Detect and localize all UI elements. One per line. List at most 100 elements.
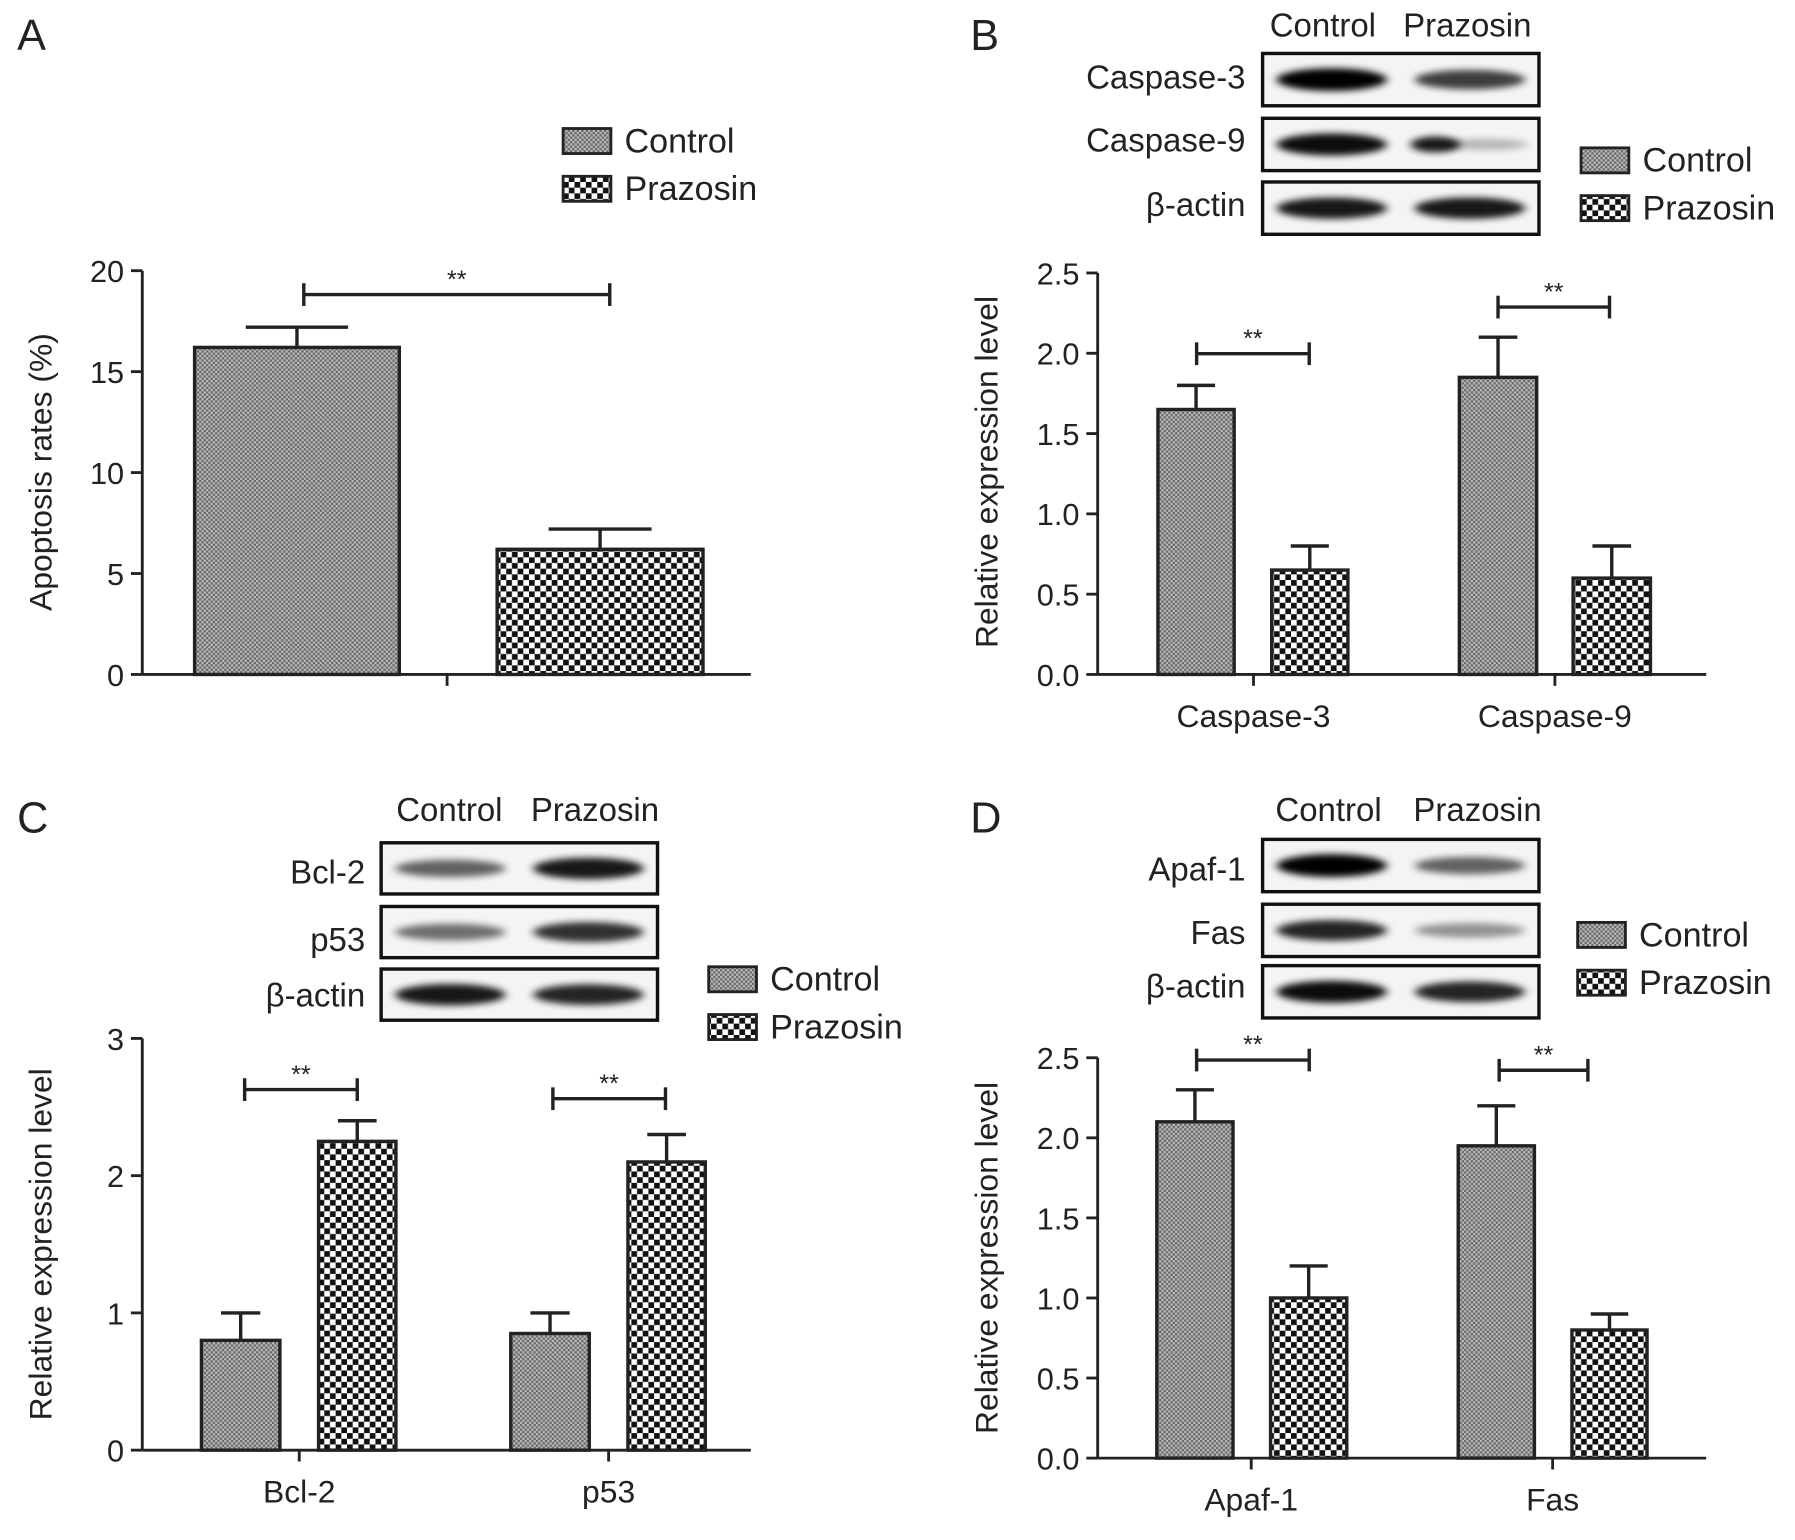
blot-band (1414, 69, 1526, 90)
blot-row-label: β-actin (1146, 967, 1246, 1004)
y-tick-label: 15 (90, 355, 124, 390)
legend-label: Control (1642, 142, 1752, 180)
bar-control (199, 1338, 282, 1452)
bar-control (1156, 407, 1236, 677)
western-blot: Control Prazosin Bcl-2 p53 β-actin (266, 791, 660, 1022)
blot-row-label: p53 (310, 921, 365, 958)
blot-band (533, 984, 644, 1005)
legend-swatch-prazosin (561, 174, 613, 203)
blot-band (1276, 980, 1387, 1003)
y-axis-label: Relative expression level (969, 1082, 1005, 1434)
blot-band (1414, 981, 1526, 1003)
legend-swatch-prazosin (1579, 194, 1631, 223)
y-tick-label: 0.5 (1037, 578, 1080, 613)
bar-prazosin (1268, 1296, 1349, 1460)
blot-band (533, 922, 644, 943)
y-tick-label: 20 (90, 254, 124, 289)
blot-band (394, 923, 506, 941)
y-tick-label: 0.5 (1037, 1361, 1080, 1396)
x-tick-label: p53 (582, 1473, 635, 1509)
legend-swatch-prazosin (707, 1013, 758, 1041)
blot-band (394, 859, 506, 878)
y-tick-label: 0 (107, 658, 124, 693)
legend-label: Prazosin (1642, 190, 1775, 228)
blot-row-label: Fas (1191, 914, 1246, 951)
bar-prazosin (316, 1139, 398, 1452)
y-tick-label: 2.5 (1037, 1041, 1080, 1076)
y-tick-label: 1.0 (1037, 1281, 1080, 1316)
blot-column-label: Prazosin (1413, 791, 1541, 828)
significance-label: ** (1534, 1041, 1554, 1069)
y-tick-label: 5 (107, 557, 124, 592)
blot-column-label: Control (396, 791, 502, 828)
blot-band (1276, 920, 1387, 941)
significance-label: ** (1243, 1031, 1263, 1059)
blot-band (1414, 923, 1526, 938)
x-tick-label: Bcl-2 (263, 1473, 336, 1509)
y-tick-label: 10 (90, 456, 124, 491)
panel-D: D 0.0 0.5 1.0 1.5 2.0 2.5 Relative expression l… (969, 791, 1772, 1517)
y-tick-label: 3 (107, 1022, 124, 1057)
x-tick-label: Caspase-3 (1177, 698, 1331, 734)
panel-letter: B (970, 12, 999, 60)
y-axis-label: Apoptosis rates (%) (22, 333, 58, 611)
y-tick-label: 2 (107, 1159, 124, 1194)
significance-label: ** (291, 1061, 311, 1089)
panel-letter: A (17, 12, 46, 60)
y-axis-label: Relative expression level (969, 296, 1005, 648)
panel-letter: C (17, 795, 48, 843)
y-tick-label: 0.0 (1037, 1441, 1080, 1476)
panel-B: B 0.0 0.5 1.0 1.5 2.0 2.5 Relative expression l… (969, 6, 1776, 733)
y-tick-label: 0 (107, 1434, 124, 1469)
blot-band (1276, 133, 1387, 156)
y-tick-label: 1 (107, 1296, 124, 1331)
blot-band (1276, 197, 1387, 219)
significance-label: ** (599, 1070, 619, 1098)
bar-control (1457, 375, 1539, 677)
y-axis-label: Relative expression level (22, 1068, 58, 1420)
bar-prazosin (495, 547, 705, 677)
legend-swatch-prazosin (1576, 968, 1627, 997)
x-tick-label: Apaf-1 (1204, 1481, 1298, 1517)
blot-row-label: Caspase-9 (1086, 121, 1245, 158)
legend-label: Control (625, 122, 735, 160)
x-tick-label: Fas (1526, 1481, 1579, 1517)
bar-prazosin (1571, 576, 1653, 677)
blot-row-label: β-actin (1146, 186, 1246, 223)
significance-label: ** (1544, 278, 1564, 306)
blot-band (533, 857, 644, 880)
bar-prazosin (1570, 1328, 1649, 1460)
y-tick-label: 2.0 (1037, 1121, 1080, 1156)
legend-swatch-control (1576, 920, 1627, 949)
significance-label: ** (1243, 325, 1263, 353)
y-tick-label: 1.0 (1037, 497, 1080, 532)
legend-swatch-control (1579, 146, 1631, 175)
y-tick-label: 2.0 (1037, 337, 1080, 372)
legend-label: Prazosin (770, 1008, 903, 1046)
blot-row-label: Caspase-3 (1086, 59, 1245, 96)
blot-band (1414, 856, 1526, 875)
legend-swatch-control (561, 127, 613, 155)
legend-label: Prazosin (625, 170, 758, 208)
blot-column-label: Control (1270, 6, 1376, 43)
legend-swatch-control (707, 965, 758, 994)
y-tick-label: 1.5 (1037, 1201, 1080, 1236)
bar-control (1456, 1144, 1537, 1460)
legend-label: Control (1639, 916, 1749, 954)
blot-column-label: Control (1275, 791, 1381, 828)
blot-band (1276, 854, 1387, 877)
western-blot: Control Prazosin Caspase-3 Caspase-9 β-actin (1086, 6, 1541, 237)
bar-control (1155, 1120, 1235, 1460)
panel-letter: D (970, 795, 1001, 843)
bar-prazosin (626, 1160, 707, 1452)
legend-label: Prazosin (1639, 964, 1772, 1002)
blot-band (1410, 136, 1461, 153)
x-tick-label: Caspase-9 (1478, 698, 1632, 734)
bar-prazosin (1269, 568, 1350, 677)
y-tick-label: 1.5 (1037, 417, 1080, 452)
y-tick-label: 2.5 (1037, 256, 1080, 291)
panel-C: C 0 1 2 3 Relative expression level Bcl-2 ** p53… (17, 791, 903, 1509)
blot-row-label: Apaf-1 (1148, 850, 1245, 887)
bar-control (192, 345, 402, 677)
